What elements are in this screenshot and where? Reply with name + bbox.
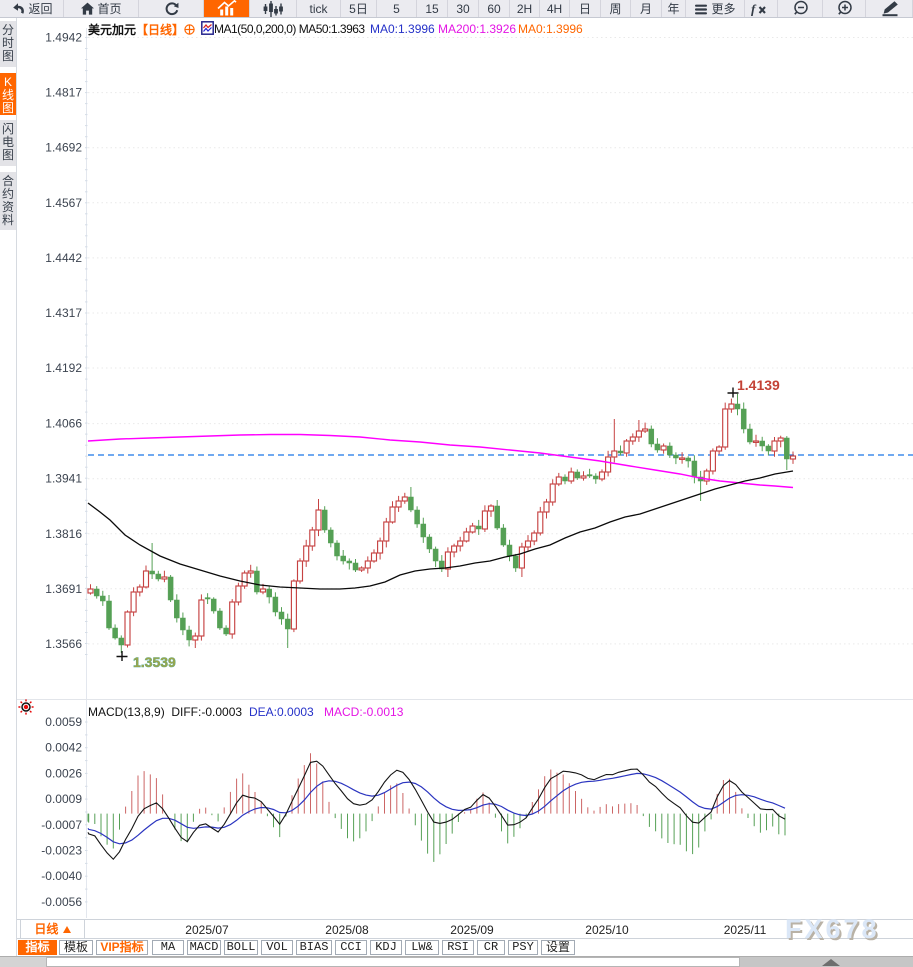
svg-text:1.4066: 1.4066 <box>45 417 82 431</box>
svg-text:1.4139: 1.4139 <box>737 377 780 393</box>
svg-text:MACD(13,8,9) DIFF:-0.0003: MACD(13,8,9) DIFF:-0.0003 <box>88 705 242 719</box>
svg-text:1.3816: 1.3816 <box>45 527 82 541</box>
svg-text:-0.0040: -0.0040 <box>41 869 82 883</box>
svg-text:DEA:0.0003: DEA:0.0003 <box>249 705 314 719</box>
svg-text:1.4817: 1.4817 <box>45 86 82 100</box>
svg-text:1.4692: 1.4692 <box>45 141 82 155</box>
svg-text:1.3566: 1.3566 <box>45 637 82 651</box>
svg-text:1.3539: 1.3539 <box>133 654 176 670</box>
svg-text:0.0026: 0.0026 <box>45 766 82 780</box>
svg-text:0.0042: 0.0042 <box>45 741 82 755</box>
svg-text:MACD:-0.0013: MACD:-0.0013 <box>324 705 404 719</box>
svg-text:1.4317: 1.4317 <box>45 306 82 320</box>
svg-text:0.0059: 0.0059 <box>45 715 82 729</box>
svg-text:0.0009: 0.0009 <box>45 792 82 806</box>
svg-text:f: f <box>751 1 757 16</box>
svg-text:1.4942: 1.4942 <box>45 31 82 45</box>
svg-text:1.3691: 1.3691 <box>45 582 82 596</box>
svg-text:-0.0056: -0.0056 <box>41 895 82 909</box>
svg-text:1.4567: 1.4567 <box>45 196 82 210</box>
svg-text:-0.0007: -0.0007 <box>41 818 82 832</box>
svg-text:1.3941: 1.3941 <box>45 472 82 486</box>
svg-text:1.4442: 1.4442 <box>45 251 82 265</box>
svg-text:-0.0023: -0.0023 <box>41 844 82 858</box>
svg-text:1.4192: 1.4192 <box>45 361 82 375</box>
